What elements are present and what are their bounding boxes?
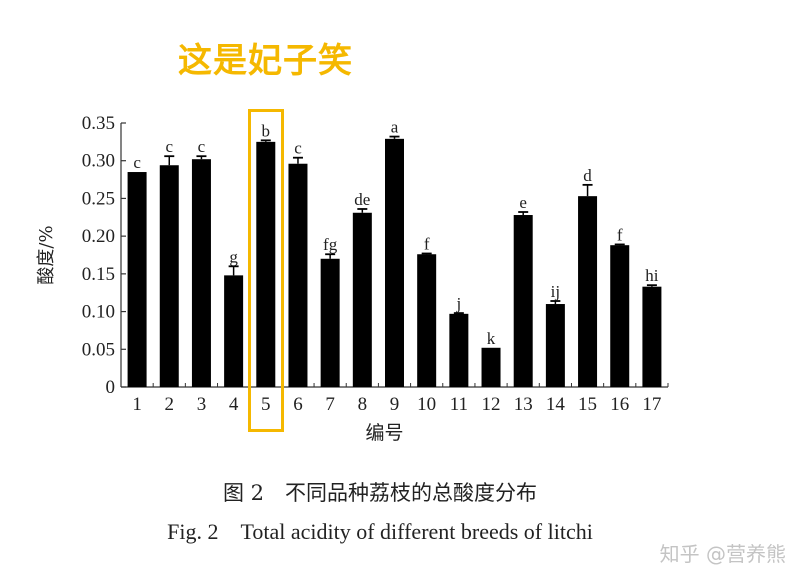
- x-tick-label: 11: [450, 394, 468, 415]
- chart-labels: c 1 c 2 c 3 g 4 b 5 c 6 fg 7 de 8 a 9 f 10 j 11 k 12 e 13 ij 14 d 15 f…: [36, 118, 661, 444]
- x-tick-label: 14: [546, 394, 566, 415]
- significance-label: g: [229, 247, 238, 266]
- y-tick-label: 0.30: [82, 151, 115, 172]
- x-tick-label: 13: [514, 394, 533, 415]
- bar: [159, 165, 179, 387]
- bar: [288, 163, 308, 387]
- x-tick-label: 3: [197, 394, 207, 415]
- x-tick-label: 9: [390, 394, 400, 415]
- x-tick-label: 10: [417, 394, 436, 415]
- x-tick-label: 8: [358, 394, 368, 415]
- bar: [449, 313, 469, 387]
- bar: [224, 275, 244, 387]
- bar: [352, 212, 372, 387]
- x-tick-label: 15: [578, 394, 597, 415]
- y-tick-label: 0.05: [82, 339, 115, 360]
- y-tick-label: 0.15: [82, 264, 115, 285]
- significance-label: a: [391, 118, 399, 137]
- x-tick-label: 1: [132, 394, 142, 415]
- significance-label: hi: [645, 266, 659, 285]
- y-tick-label: 0.20: [82, 226, 115, 247]
- bar: [320, 258, 340, 387]
- significance-label: k: [487, 329, 496, 348]
- significance-label: c: [133, 153, 141, 172]
- significance-label: fg: [323, 235, 338, 254]
- bar: [642, 286, 662, 387]
- significance-label: j: [455, 294, 461, 313]
- annotation-label: 这是妃子笑: [178, 41, 353, 81]
- x-tick-label: 2: [165, 394, 175, 415]
- x-tick-label: 17: [642, 394, 661, 415]
- y-tick-label: 0: [106, 377, 116, 398]
- bar: [610, 245, 630, 387]
- x-tick-label: 5: [261, 394, 271, 415]
- significance-label: d: [583, 166, 592, 185]
- y-axis-title: 酸度/%: [36, 225, 57, 284]
- significance-label: c: [198, 137, 206, 156]
- bar: [127, 172, 147, 387]
- bar: [545, 304, 565, 387]
- figure-caption-chinese: 图 2 不同品种荔枝的总酸度分布: [222, 481, 538, 505]
- bar-chart: 0 0.05 0.10 0.15 0.20 0.25 0.30 0.35 c 1 c 2 c 3 g 4 b 5…: [36, 113, 669, 444]
- y-tick-label: 0.25: [82, 188, 115, 209]
- bar: [481, 347, 501, 387]
- x-axis-title: 编号: [365, 422, 403, 444]
- x-tick-label: 16: [610, 394, 629, 415]
- y-tick-label: 0.35: [82, 113, 115, 134]
- bar: [578, 196, 598, 387]
- chart-bars: [127, 135, 662, 387]
- x-tick-label: 12: [482, 394, 501, 415]
- x-tick-label: 7: [325, 394, 335, 415]
- significance-label: b: [262, 121, 271, 140]
- significance-label: c: [294, 139, 302, 158]
- highlight-box: [248, 109, 284, 432]
- bar: [513, 215, 533, 387]
- bar: [191, 159, 211, 387]
- bar: [256, 141, 276, 387]
- bar: [417, 254, 437, 387]
- significance-label: f: [424, 234, 430, 253]
- watermark: 知乎 @营养熊: [659, 542, 786, 566]
- y-tick-label: 0.10: [82, 302, 115, 323]
- significance-label: c: [165, 137, 173, 156]
- x-tick-label: 6: [293, 394, 303, 415]
- figure-caption-english: Fig. 2 Total acidity of different breeds…: [167, 519, 593, 544]
- significance-label: f: [617, 225, 623, 244]
- significance-label: ij: [551, 282, 560, 301]
- significance-label: e: [519, 193, 527, 212]
- bar: [385, 138, 404, 387]
- significance-label: de: [354, 190, 370, 209]
- x-tick-label: 4: [229, 394, 239, 415]
